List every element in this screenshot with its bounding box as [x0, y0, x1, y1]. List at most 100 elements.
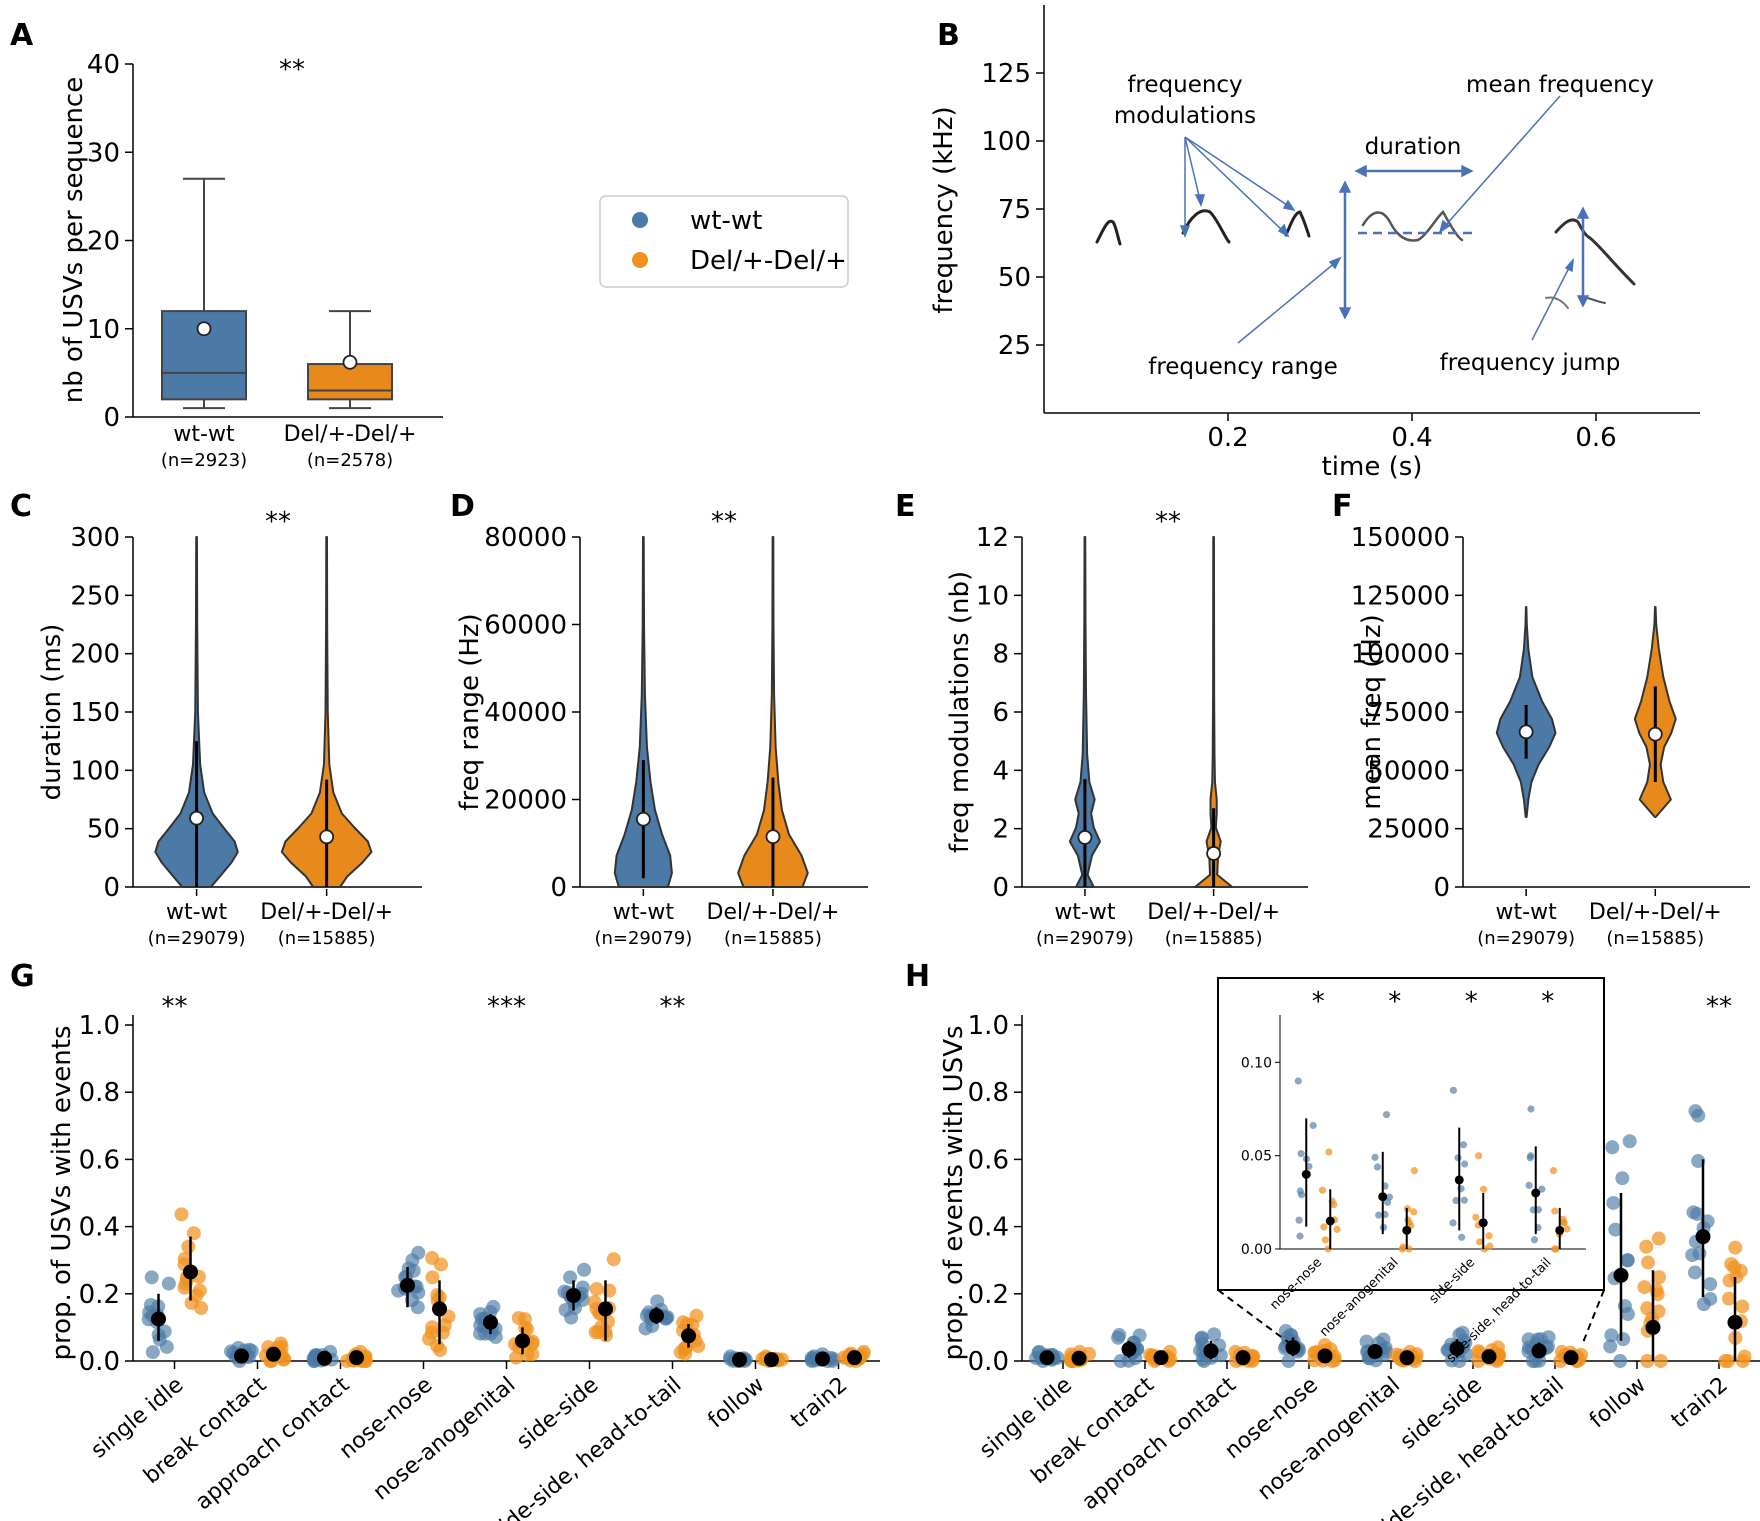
violin-mean-marker — [189, 810, 204, 826]
violin-ytick-label: 0 — [992, 873, 1009, 903]
strip-data-point — [1692, 1246, 1707, 1261]
strip-data-point — [181, 1239, 196, 1254]
panel-g-ylabel: prop. of USVs with events — [47, 1025, 77, 1360]
violin-ytick-label: 40000 — [484, 698, 567, 728]
strip-data-point — [192, 1283, 207, 1298]
strip-data-point — [1639, 1239, 1654, 1254]
strip-data-point — [1653, 1354, 1668, 1368]
strip-mean-marker — [151, 1311, 166, 1327]
inset-data-point — [1320, 1223, 1328, 1231]
strip-data-point — [1615, 1171, 1630, 1186]
strip-mean-marker — [317, 1350, 332, 1366]
panel-b-ytick-label: 125 — [981, 59, 1031, 89]
inset-data-point — [1297, 1150, 1305, 1158]
strip-data-point — [1688, 1104, 1703, 1119]
strip-ytick-label: 0.6 — [968, 1145, 1009, 1175]
strip-mean-marker — [400, 1277, 415, 1293]
strip-significance: ** — [162, 992, 188, 1022]
strip-ytick-label: 0.4 — [79, 1213, 120, 1243]
panel-a-significance: ** — [279, 55, 305, 85]
strip-mean-marker — [1645, 1319, 1661, 1335]
strip-category-label: approach contact — [1077, 1372, 1241, 1515]
violin-n-label: (n=15885) — [1606, 928, 1704, 949]
strip-data-point — [145, 1345, 160, 1360]
strip-data-point — [587, 1295, 602, 1310]
strip-data-point — [194, 1301, 209, 1316]
strip-data-point — [1703, 1277, 1718, 1292]
legend-marker-del — [632, 252, 648, 268]
strip-data-point — [775, 1352, 790, 1367]
strip-data-point — [1603, 1339, 1618, 1354]
arrow-mod-2 — [1184, 136, 1201, 201]
violin-body — [1194, 536, 1234, 888]
violin-ytick-label: 150 — [70, 698, 120, 728]
strip-data-point — [430, 1338, 445, 1353]
inset-ytick-label: 0.10 — [1241, 1055, 1272, 1071]
trace-2 — [1181, 209, 1231, 244]
strip-mean-marker — [1695, 1229, 1711, 1245]
inset-data-point — [1538, 1185, 1546, 1193]
panel-d-letter: D — [450, 489, 475, 524]
strip-significance: *** — [487, 992, 526, 1022]
strip-data-point — [1718, 1354, 1733, 1368]
violin-n-label: (n=29079) — [1036, 928, 1134, 949]
strip-data-point — [1278, 1324, 1293, 1339]
violin-n-label: (n=29079) — [148, 928, 246, 949]
panel-a-xlabel-del: Del/+-Del/+ — [284, 422, 417, 447]
violin-n-label: (n=15885) — [1165, 928, 1263, 949]
strip-significance: ** — [660, 992, 686, 1022]
violin-ytick-label: 12 — [976, 523, 1009, 553]
panel-b-xtick-label: 0.4 — [1391, 423, 1432, 453]
strip-data-point — [425, 1251, 440, 1266]
strip-data-point — [1721, 1291, 1736, 1306]
violin-mean-marker — [319, 829, 335, 845]
panel-c-letter: C — [10, 489, 32, 524]
strip-data-point — [1687, 1265, 1702, 1280]
inset-data-point — [1552, 1245, 1560, 1253]
strip-ytick-label: 0.8 — [79, 1078, 120, 1108]
violin-n-label: (n=29079) — [594, 928, 692, 949]
strip-data-point — [1728, 1240, 1743, 1255]
strip-data-point — [689, 1308, 704, 1323]
inset-frame — [1217, 977, 1605, 1291]
legend: wt-wt Del/+-Del/+ — [599, 195, 849, 288]
strip-data-point — [1616, 1332, 1631, 1347]
inset-data-point — [1527, 1105, 1535, 1113]
arrow-frequency-range-head-top — [1338, 180, 1352, 193]
inset-data-point — [1373, 1163, 1382, 1171]
strip-data-point — [1637, 1280, 1652, 1295]
trace-5 — [1554, 218, 1636, 286]
violin-panels: C **duration (ms)050100150200250300wt-wt(… — [10, 489, 1750, 949]
strip-data-point — [1608, 1222, 1623, 1237]
violin-mean-marker — [1206, 846, 1222, 861]
strip-mean-marker — [234, 1348, 249, 1364]
inset-data-point — [1297, 1191, 1306, 1199]
legend-label-wt: wt-wt — [690, 206, 762, 236]
inset-mean-marker — [1378, 1192, 1388, 1202]
strip-data-point — [1490, 1340, 1505, 1355]
strip-mean-marker — [1531, 1343, 1547, 1359]
strip-category-label: train2 — [786, 1372, 852, 1433]
panel-b-xtick-label: 0.2 — [1207, 423, 1248, 453]
strip-data-point — [1686, 1205, 1701, 1220]
strip-data-point — [1317, 1338, 1332, 1353]
strip-data-point — [1604, 1328, 1619, 1343]
strip-data-point — [157, 1324, 172, 1339]
panel-e-ylabel: freq modulations (nb) — [945, 571, 975, 853]
violin-xlabel: wt-wt — [1496, 900, 1558, 925]
strip-data-point — [1640, 1354, 1655, 1368]
violin-ytick-label: 250 — [70, 581, 120, 611]
inset-data-point — [1410, 1167, 1418, 1175]
panel-a-ytick-label: 10 — [87, 315, 120, 345]
strip-ytick-label: 1.0 — [79, 1011, 120, 1041]
arrow-frequency-jump-pointer-head — [1564, 257, 1574, 273]
strip-data-point — [425, 1270, 440, 1285]
strip-mean-marker — [1481, 1349, 1497, 1365]
violin-xlabel: Del/+-Del/+ — [1589, 900, 1722, 925]
panel-b-ticks: 25 50 75 100 125 0.2 0.4 0.6 — [981, 59, 1616, 453]
strip-mean-marker — [815, 1351, 830, 1367]
violin-mean-marker — [1518, 724, 1534, 740]
panel-b-ytick-label: 25 — [998, 331, 1031, 361]
inset-data-point — [1460, 1196, 1468, 1204]
